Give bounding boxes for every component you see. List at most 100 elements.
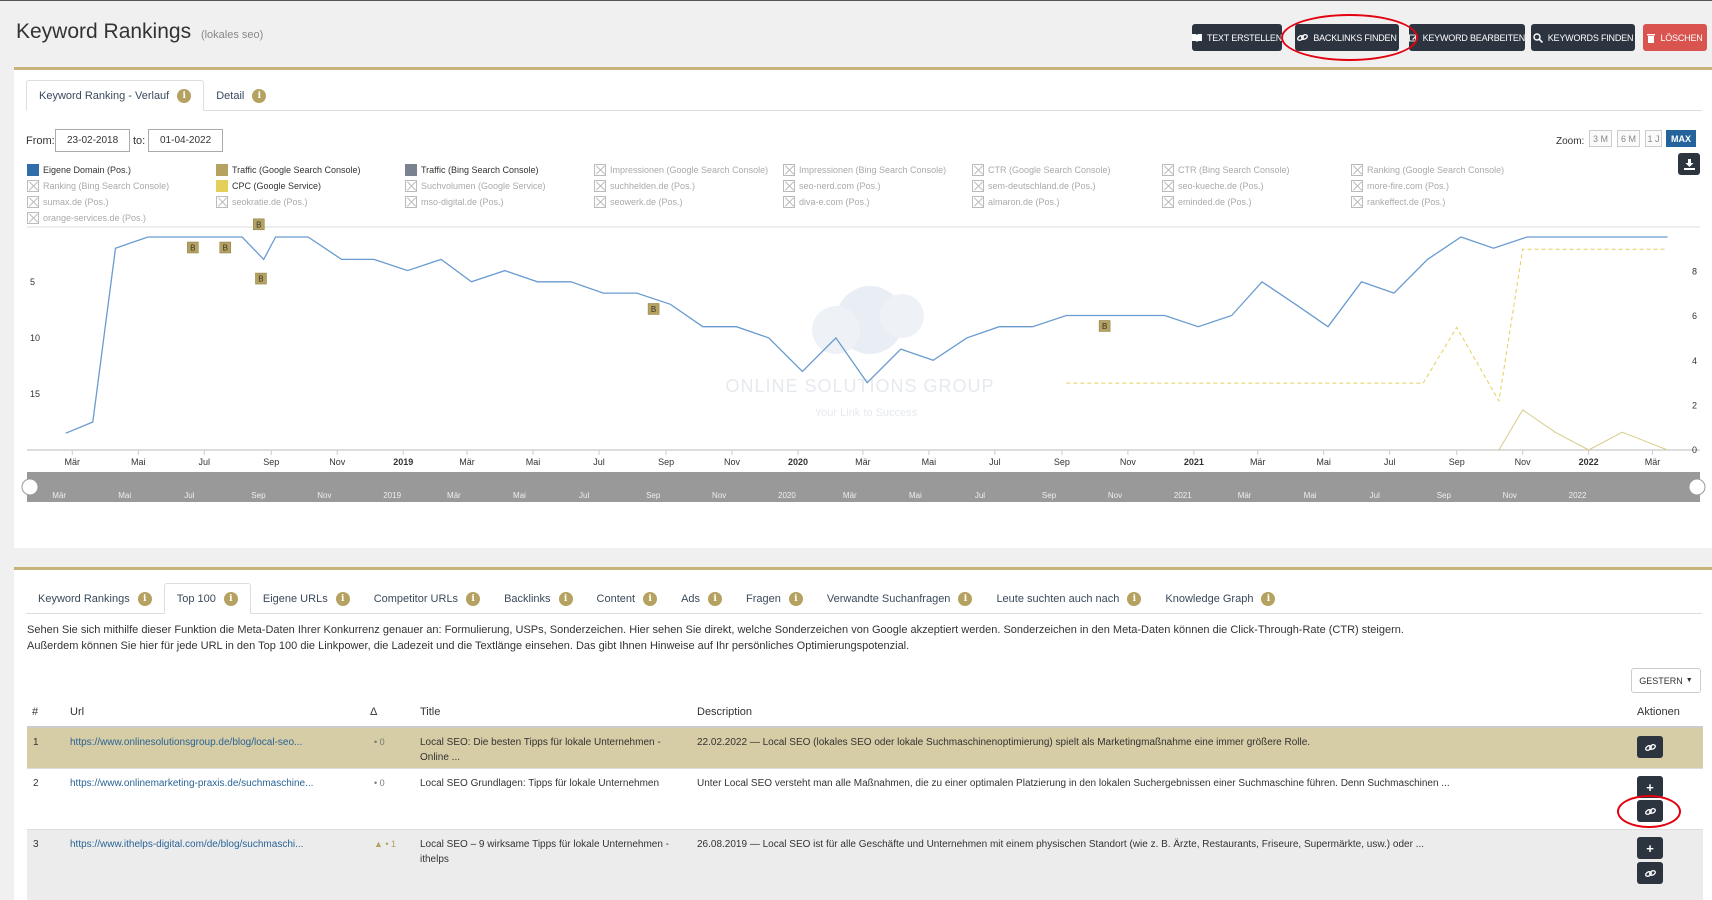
legend-item[interactable]: suchhelden.de (Pos.) [594, 180, 695, 192]
col-header-aktionen: Aktionen [1637, 706, 1680, 718]
row-url-link[interactable]: https://www.onlinesolutionsgroup.de/blog… [70, 737, 303, 748]
backlink-marker-label: B [223, 244, 228, 253]
legend-item[interactable]: Suchvolumen (Google Service) [405, 180, 546, 192]
tab-backlinks[interactable]: Backlinks i [492, 583, 584, 614]
tab-label: Leute suchten auch nach [996, 592, 1120, 605]
legend-item[interactable]: seokratie.de (Pos.) [216, 196, 308, 208]
chart-gridlines [27, 226, 1700, 451]
legend-item[interactable]: Impressionen (Google Search Console) [594, 164, 768, 176]
navigator-label: Nov [317, 491, 331, 500]
navigator-label: 2022 [1569, 491, 1587, 500]
date-select-dropdown[interactable]: GESTERN ▼ [1631, 668, 1701, 693]
info-icon: i [643, 591, 658, 606]
x-tick-label: Mär [1250, 457, 1266, 467]
tab-eigene-urls[interactable]: Eigene URLs i [251, 583, 362, 614]
keyword-bearbeiten-button[interactable]: KEYWORD BEARBEITEN [1409, 24, 1525, 51]
tab-ads[interactable]: Ads i [669, 583, 734, 614]
navigator-label: Jul [1370, 491, 1380, 500]
trash-icon [1647, 33, 1656, 43]
legend-item[interactable]: almaron.de (Pos.) [972, 196, 1060, 208]
legend-item[interactable]: more-fire.com (Pos.) [1351, 180, 1449, 192]
row-url-link[interactable]: https://www.onlinemarketing-praxis.de/su… [70, 778, 314, 789]
legend-item[interactable]: seo-nerd.com (Pos.) [783, 180, 881, 192]
legend-item[interactable]: mso-digital.de (Pos.) [405, 196, 504, 208]
legend-item[interactable]: sumax.de (Pos.) [27, 196, 109, 208]
col-header-url[interactable]: Url [70, 706, 85, 718]
legend-item[interactable]: seo-kueche.de (Pos.) [1162, 180, 1264, 192]
tab-keyword-rankings[interactable]: Keyword Rankings i [26, 583, 164, 614]
row-divider [27, 768, 1703, 769]
tab-leute-suchten-auch-nach[interactable]: Leute suchten auch nach i [984, 583, 1153, 614]
tab-label: Ads [681, 592, 701, 605]
tab-competitor-urls[interactable]: Competitor URLs i [362, 583, 492, 614]
zoom-1j-button[interactable]: 1 J [1645, 130, 1662, 147]
tab-label: Keyword Ranking - Verlauf [39, 89, 170, 102]
legend-item[interactable]: CTR (Bing Search Console) [1162, 164, 1290, 176]
keywords-finden-button[interactable]: KEYWORDS FINDEN [1531, 24, 1635, 51]
navigator-handle-right[interactable] [1688, 478, 1706, 496]
legend-item[interactable]: diva-e.com (Pos.) [783, 196, 870, 208]
tab-verwandte-suchanfragen[interactable]: Verwandte Suchanfragen i [815, 583, 985, 614]
navigator-label: Jul [579, 491, 589, 500]
legend-item[interactable]: orange-services.de (Pos.) [27, 212, 146, 224]
tab-keyword-ranking-verlauf[interactable]: Keyword Ranking - Verlauf i [26, 80, 205, 111]
x-tick-label: Mär [459, 457, 475, 467]
legend-item[interactable]: eminded.de (Pos.) [1162, 196, 1252, 208]
backlinks-action-button[interactable] [1637, 862, 1663, 884]
x-tick-label: Jul [593, 457, 605, 467]
navigator-handle-left[interactable] [21, 478, 39, 496]
legend-item[interactable]: Ranking (Google Search Console) [1351, 164, 1504, 176]
from-date-input[interactable]: 23-02-2018 [55, 129, 130, 152]
to-date-input[interactable]: 01-04-2022 [148, 129, 223, 152]
legend-item[interactable]: Traffic (Bing Search Console) [405, 164, 539, 176]
search-icon [1533, 32, 1543, 43]
row-delta: • 0 [374, 778, 385, 788]
info-icon: i [223, 591, 238, 606]
from-date-value: 23-02-2018 [67, 135, 119, 146]
chart-navigator[interactable]: Mär Mai Jul Sep Nov 2019 Mär Mai Jul Sep Nov 2020 Mä… [21, 472, 1706, 502]
legend-item[interactable]: CPC (Google Service) [216, 180, 321, 192]
info-icon: i [958, 591, 973, 606]
top-border [0, 0, 1712, 1]
backlink-marker-label: B [651, 305, 656, 314]
backlinks-finden-button[interactable]: BACKLINKS FINDEN [1295, 24, 1399, 51]
add-action-button[interactable]: + [1637, 776, 1663, 798]
zoom-max-button[interactable]: MAX [1666, 130, 1696, 147]
legend-item[interactable]: CTR (Google Search Console) [972, 164, 1111, 176]
legend-label: more-fire.com (Pos.) [1367, 181, 1450, 191]
table-row [27, 830, 1703, 900]
zoom-3m-button[interactable]: 3 M [1589, 130, 1612, 147]
tab-fragen[interactable]: Fragen i [734, 583, 815, 614]
table-tabs-divider [26, 613, 1702, 614]
download-button[interactable] [1678, 153, 1700, 175]
loeschen-button[interactable]: LÖSCHEN [1643, 24, 1707, 51]
tab-top-100[interactable]: Top 100 i [163, 583, 251, 614]
backlinks-action-button[interactable] [1637, 800, 1663, 822]
description-line-1: Sehen Sie sich mithilfe dieser Funktion … [27, 624, 1404, 636]
col-header-description[interactable]: Description [697, 706, 753, 718]
row-url-link[interactable]: https://www.ithelps-digital.com/de/blog/… [70, 839, 304, 850]
to-label: to: [133, 135, 146, 147]
backlinks-action-button[interactable] [1637, 736, 1663, 758]
tab-content[interactable]: Content i [585, 583, 670, 614]
navigator-label: Mai [909, 491, 922, 500]
legend-item[interactable]: Traffic (Google Search Console) [216, 164, 361, 176]
info-icon: i [1261, 591, 1276, 606]
backlink-marker [1098, 320, 1111, 332]
legend-item[interactable]: Ranking (Bing Search Console) [27, 180, 169, 192]
legend-item[interactable]: seowerk.de (Pos.) [594, 196, 683, 208]
legend-label: Traffic (Bing Search Console) [421, 165, 539, 175]
tab-detail[interactable]: Detail i [204, 80, 278, 111]
legend-item[interactable]: sem-deutschland.de (Pos.) [972, 180, 1096, 192]
legend-item[interactable]: rankeffect.de (Pos.) [1351, 196, 1445, 208]
legend-item[interactable]: Impressionen (Bing Search Console) [783, 164, 946, 176]
legend-disabled-icon [972, 196, 984, 208]
navigator-range [27, 472, 1700, 502]
text-erstellen-button[interactable]: TEXT ERSTELLEN [1192, 24, 1282, 51]
add-action-button[interactable]: + [1637, 837, 1663, 859]
tab-knowledge-graph[interactable]: Knowledge Graph i [1153, 583, 1287, 614]
legend-item[interactable]: Eigene Domain (Pos.) [27, 164, 131, 176]
col-header-delta[interactable]: Δ [370, 706, 378, 718]
col-header-title[interactable]: Title [420, 706, 441, 718]
zoom-6m-button[interactable]: 6 M [1617, 130, 1640, 147]
